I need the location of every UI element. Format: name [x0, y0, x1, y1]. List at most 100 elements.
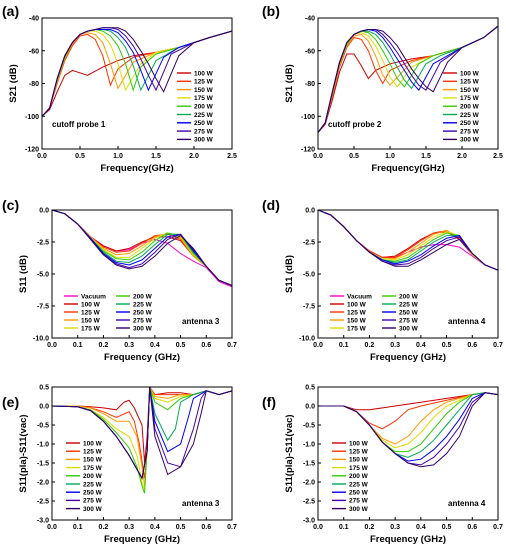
panel-letter: (e): [2, 394, 19, 410]
y-axis-label: S11 (dB): [18, 255, 29, 293]
legend-label: 275 W: [399, 317, 419, 324]
legend-label: 225 W: [133, 301, 153, 308]
annotation-label: antenna 3: [182, 499, 220, 508]
y-tick-label: -1.0: [37, 442, 49, 449]
legend-label: 150 W: [347, 317, 367, 324]
annotation-label: antenna 3: [182, 317, 220, 326]
series-group: [318, 25, 498, 133]
x-tick-label: 0.6: [201, 524, 211, 531]
x-tick-label: 0.5: [442, 342, 452, 349]
legend-label: Vacuum: [347, 293, 372, 300]
legend-label: 300 W: [83, 506, 103, 513]
y-tick-label: -5.0: [37, 272, 49, 279]
x-tick-label: 0.1: [73, 524, 83, 531]
y-tick-label: -120: [25, 147, 39, 154]
x-tick-label: 0.4: [150, 342, 160, 349]
legend-label: 200 W: [349, 473, 369, 480]
legend-label: 250 W: [83, 490, 103, 497]
legend-label: 275 W: [460, 128, 480, 135]
chart-2: (b) 0.0 0.5 1.0 1.5 2.0 2.5 -120 -100 -80 -60 -40 Fr…: [262, 3, 503, 174]
y-axis-label: S11 (dB): [284, 255, 295, 293]
legend-label: 300 W: [460, 137, 480, 144]
x-tick-label: 2.0: [457, 153, 467, 160]
x-tick-label: 0.1: [339, 342, 349, 349]
legend-label: 100 W: [460, 70, 480, 77]
legend-label: 100 W: [83, 440, 103, 447]
series-line: [52, 210, 232, 286]
x-tick-label: 0.5: [349, 153, 359, 160]
x-tick-label: 1.0: [385, 153, 395, 160]
legend-label: 250 W: [349, 490, 369, 497]
series-line: [52, 387, 232, 480]
annotation-label: cutoff probe 1: [52, 120, 106, 129]
panel-letter: (a): [2, 3, 19, 19]
y-tick-label: -2.0: [303, 480, 315, 487]
series-line: [318, 210, 498, 271]
legend-label: 250 W: [399, 309, 419, 316]
legend-label: 200 W: [194, 104, 214, 111]
series-line: [52, 210, 232, 286]
y-tick-label: -3.0: [37, 518, 49, 525]
series-group: [318, 392, 498, 468]
legend-label: 125 W: [347, 309, 367, 316]
legend-label: 225 W: [460, 112, 480, 119]
x-tick-label: 0.7: [493, 342, 503, 349]
y-tick-label: -60: [29, 48, 39, 55]
y-tick-label: -1.5: [37, 461, 49, 468]
y-tick-label: -1.5: [303, 461, 315, 468]
x-tick-label: 0.6: [467, 524, 477, 531]
y-tick-label: -10.0: [299, 336, 315, 343]
x-axis-label: Frequency (GHz): [370, 534, 446, 545]
annotation-label: antenna 4: [448, 499, 486, 508]
y-tick-label: 0.0: [305, 208, 315, 215]
y-tick-label: -2.5: [37, 240, 49, 247]
series-line: [52, 210, 232, 286]
chart-6: (f) 0.0 0.1 0.2 0.3 0.4 0.5 0.6 0.7 0.5 0.0 -0.5 -1.…: [262, 385, 503, 546]
y-tick-label: -2.5: [37, 499, 49, 506]
chart-5: (e) 0.0 0.1 0.2 0.3 0.4 0.5 0.6 0.7 0.5 0.0 -0.5 -1.…: [2, 385, 237, 546]
x-axis-label: Frequency(GHz): [100, 163, 173, 174]
x-tick-label: 0.0: [313, 524, 323, 531]
legend-label: 300 W: [399, 325, 419, 332]
series-line: [318, 25, 498, 133]
x-axis-label: Frequency (GHz): [104, 352, 180, 363]
y-tick-label: -40: [29, 16, 39, 23]
y-tick-label: -80: [29, 81, 39, 88]
x-axis-label: Frequency (GHz): [370, 352, 446, 363]
x-tick-label: 0.7: [227, 342, 237, 349]
series-line: [52, 387, 232, 486]
x-tick-label: 0.5: [176, 524, 186, 531]
y-tick-label: -10.0: [33, 336, 49, 343]
legend-label: 150 W: [349, 457, 369, 464]
y-tick-label: 0.5: [39, 385, 49, 392]
panel-letter: (d): [262, 197, 280, 213]
x-tick-label: 0.3: [390, 342, 400, 349]
y-tick-label: -120: [301, 147, 315, 154]
y-axis-label: S11(pla)-S11(vac): [284, 414, 295, 492]
x-tick-label: 0.5: [75, 153, 85, 160]
x-tick-label: 2.5: [493, 153, 503, 160]
legend-label: 200 W: [133, 293, 153, 300]
series-line: [52, 210, 232, 286]
panel-letter: (f): [262, 394, 276, 410]
y-tick-label: 0.0: [39, 404, 49, 411]
legend-label: 275 W: [194, 128, 214, 135]
x-tick-label: 0.3: [390, 524, 400, 531]
x-tick-label: 0.0: [313, 342, 323, 349]
legend-label: 200 W: [83, 473, 103, 480]
series-line: [318, 392, 498, 430]
y-tick-label: 0.0: [39, 208, 49, 215]
x-tick-label: 0.0: [47, 342, 57, 349]
legend-label: 250 W: [133, 309, 153, 316]
legend-label: 200 W: [460, 104, 480, 111]
x-tick-label: 1.5: [421, 153, 431, 160]
series-line: [42, 27, 232, 117]
series-line: [318, 392, 498, 468]
x-tick-label: 0.5: [176, 342, 186, 349]
y-tick-label: -40: [305, 16, 315, 23]
y-tick-label: -2.0: [37, 480, 49, 487]
